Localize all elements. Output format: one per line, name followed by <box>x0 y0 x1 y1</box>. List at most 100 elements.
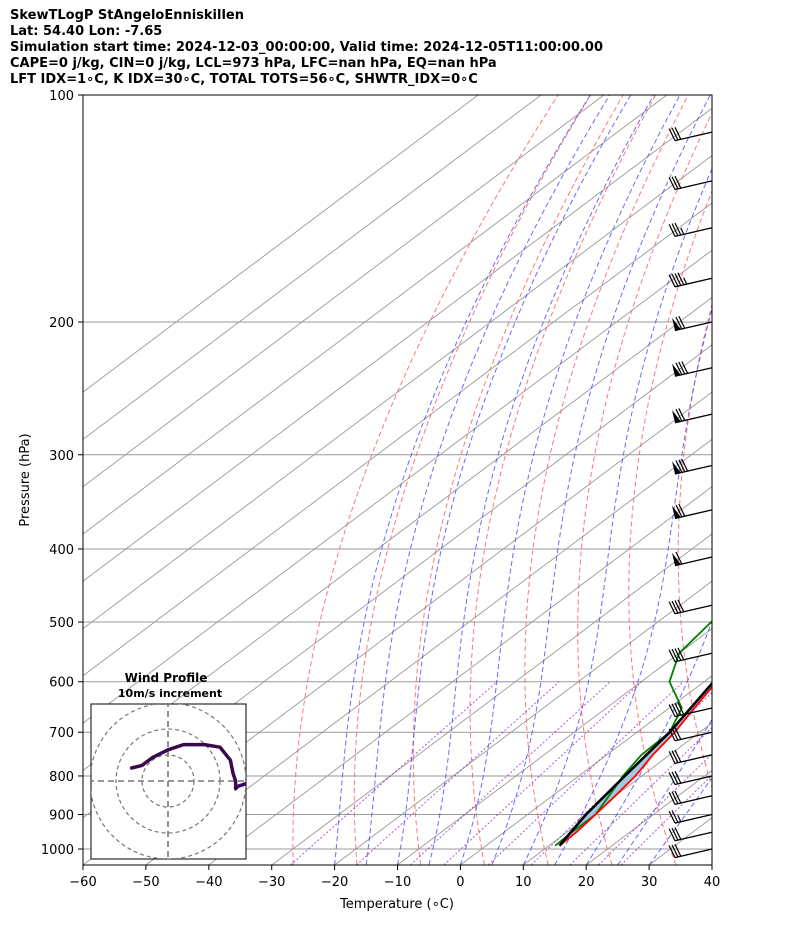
wind-barb-shaft <box>674 775 713 786</box>
wind-barb-full <box>671 810 679 823</box>
mixing-ratio-line <box>443 681 642 865</box>
isotherm-line <box>83 95 605 488</box>
wind-barb-full <box>668 601 676 615</box>
y-tick-label: 300 <box>49 449 74 464</box>
wind-barb-full <box>677 702 685 715</box>
dry-adiabat-line <box>524 95 689 865</box>
x-tick-label: 30 <box>641 875 658 890</box>
dry-adiabat-line <box>628 189 712 865</box>
dry-adiabat-line <box>353 95 592 865</box>
wind-barb-full <box>675 362 683 375</box>
x-tick-label: 10 <box>515 875 532 890</box>
wind-barb-full <box>675 316 683 330</box>
isotherm-line <box>145 438 712 865</box>
wind-barb <box>668 827 713 842</box>
x-tick-label: −60 <box>69 875 96 890</box>
wind-barb-full <box>678 316 686 329</box>
isotherm-line <box>83 107 712 582</box>
isotherm-line <box>711 864 712 865</box>
moist-adiabat-line <box>617 718 712 865</box>
mixing-ratio-line <box>620 774 712 865</box>
y-tick-label: 200 <box>49 316 74 331</box>
wind-barb-full <box>677 272 685 286</box>
temperature-line <box>559 685 712 847</box>
wind-barb-flag <box>672 552 681 566</box>
y-tick-label: 900 <box>49 809 74 824</box>
wind-barb <box>668 175 713 191</box>
wind-barb-full <box>671 827 679 841</box>
dry-adiabat-line <box>773 95 794 865</box>
wind-barb-full <box>674 222 682 236</box>
wind-barb-shaft <box>674 131 713 142</box>
wind-barb-full <box>677 647 685 661</box>
x-tick-label: 20 <box>578 875 595 890</box>
profile-lines <box>554 620 712 847</box>
isotherm-line <box>271 533 712 865</box>
wind-barb-full <box>674 273 682 286</box>
isotherm-line <box>83 95 542 440</box>
x-axis-label: Temperature (∘C) <box>339 897 454 912</box>
y-tick-label: 800 <box>49 770 74 785</box>
wind-barb-half <box>677 814 682 822</box>
hodograph-title: Wind Profile <box>125 671 208 685</box>
wind-barb-full <box>668 828 676 842</box>
dry-adiabat-line <box>577 112 712 865</box>
wind-barb-shaft <box>674 556 713 567</box>
y-tick-label: 1000 <box>41 843 74 858</box>
wind-barb-full <box>674 827 682 840</box>
wind-barb-full <box>678 459 686 473</box>
wind-barb-full <box>674 770 682 784</box>
wind-barb-shaft <box>674 413 713 424</box>
wind-barb-shaft <box>674 848 713 859</box>
wind-barb-shaft <box>674 277 713 288</box>
wind-barb-full <box>671 127 679 141</box>
wind-barb-full <box>681 361 689 374</box>
wind-barb-full <box>675 460 683 473</box>
wind-barb-full <box>674 843 682 857</box>
wind-barb <box>668 749 713 764</box>
wind-barb <box>668 599 713 615</box>
dry-adiabat-line <box>292 95 559 865</box>
wind-barb-flag <box>672 317 681 331</box>
wind-barb-full <box>674 175 682 189</box>
time-line: Simulation start time: 2024-12-03_00:00:… <box>10 40 603 55</box>
wind-barb-full <box>668 751 676 764</box>
x-tick-label: −10 <box>384 875 411 890</box>
isotherm-line <box>648 817 712 865</box>
wind-barb-full <box>678 503 686 517</box>
isotherm-line <box>334 580 712 865</box>
x-tick-label: −20 <box>321 875 348 890</box>
wind-barb-full <box>675 408 683 422</box>
wind-barb <box>668 272 713 288</box>
isotherm-line <box>83 155 712 630</box>
wind-barb-full <box>668 810 676 824</box>
wind-barbs <box>668 127 713 859</box>
dry-adiabat-line <box>726 95 794 865</box>
wind-barb-full <box>678 361 686 375</box>
wind-barb-half <box>680 227 685 235</box>
moist-adiabat-line <box>522 167 712 865</box>
wind-barb-full <box>668 772 676 785</box>
mixing-ratio-line <box>569 726 712 865</box>
y-tick-label: 400 <box>49 543 74 558</box>
wind-barb <box>668 770 713 786</box>
isotherm-line <box>83 202 712 677</box>
isotherm-line <box>83 95 668 535</box>
x-tick-label: −30 <box>258 875 285 890</box>
wind-barb-full <box>668 224 676 237</box>
x-tick-label: −40 <box>195 875 222 890</box>
wind-barb-full <box>674 600 682 613</box>
wind-barb-full <box>668 128 676 141</box>
wind-barb-full <box>668 274 676 288</box>
wind-barb-full <box>668 792 676 805</box>
wind-barb-shaft <box>674 464 713 475</box>
wind-barb-shaft <box>674 180 713 191</box>
wind-barb-full <box>671 791 679 804</box>
wind-barb <box>668 647 713 663</box>
indices-line-2: LFT IDX=1∘C, K IDX=30∘C, TOTAL TOTS=56∘C… <box>10 72 478 87</box>
isotherm-line <box>460 675 712 865</box>
wind-barb-full <box>675 504 683 518</box>
isotherm-line <box>208 486 712 865</box>
wind-barb-full <box>671 273 679 287</box>
wind-barb-full <box>674 790 682 804</box>
